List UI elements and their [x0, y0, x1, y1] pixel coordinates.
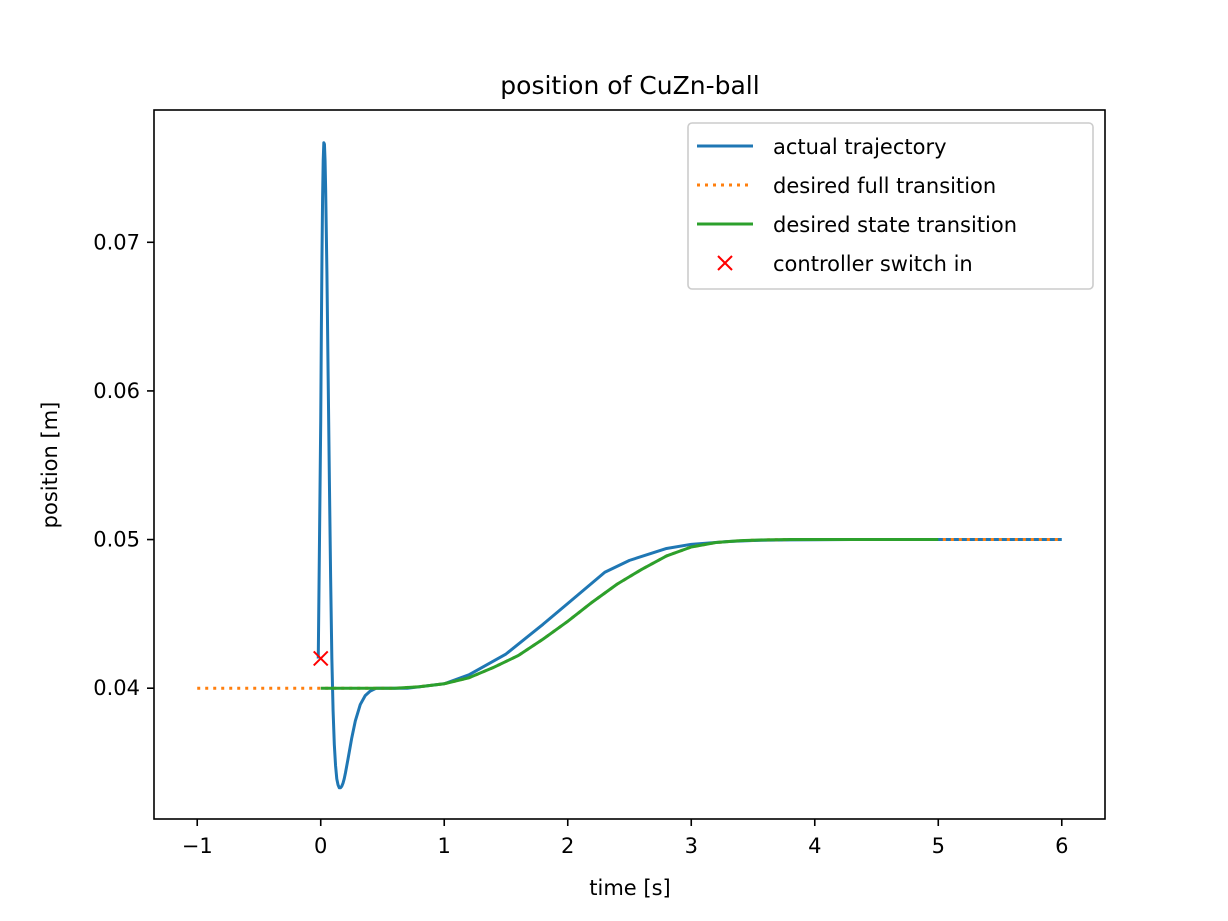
y-tick-label: 0.06 [93, 379, 140, 403]
y-tick-label: 0.07 [93, 230, 140, 254]
x-tick-label: −1 [182, 834, 213, 858]
x-tick-label: 4 [808, 834, 821, 858]
y-axis-label: position [m] [38, 402, 62, 529]
legend: actual trajectory desired full transitio… [688, 123, 1093, 289]
y-axis: 0.04 0.05 0.06 0.07 [93, 230, 154, 700]
x-tick-label: 1 [438, 834, 451, 858]
y-tick-label: 0.04 [93, 676, 140, 700]
x-tick-label: 6 [1055, 834, 1068, 858]
legend-label-full: desired full transition [773, 174, 996, 198]
x-tick-label: 0 [314, 834, 327, 858]
x-tick-label: 5 [932, 834, 945, 858]
x-axis-label: time [s] [589, 876, 670, 900]
x-axis: −1 0 1 2 3 4 5 6 [182, 819, 1069, 858]
x-tick-label: 3 [685, 834, 698, 858]
y-tick-label: 0.05 [93, 528, 140, 552]
x-tick-label: 2 [561, 834, 574, 858]
switch-marker [314, 651, 328, 665]
legend-label-state: desired state transition [773, 213, 1017, 237]
legend-label-switch: controller switch in [773, 252, 973, 276]
legend-label-actual: actual trajectory [773, 135, 947, 159]
chart-title: position of CuZn-ball [500, 71, 759, 100]
